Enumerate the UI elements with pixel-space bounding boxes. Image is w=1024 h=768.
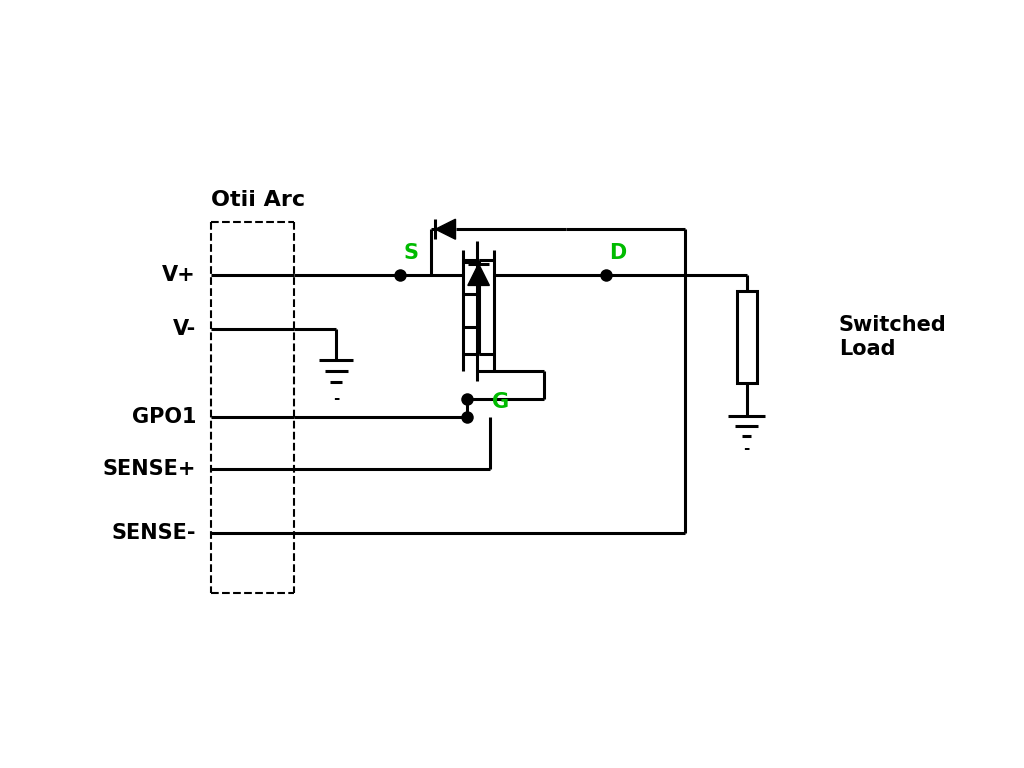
Text: S: S bbox=[403, 243, 419, 263]
Text: D: D bbox=[609, 243, 627, 263]
Text: GPO1: GPO1 bbox=[131, 407, 196, 427]
Text: Otii Arc: Otii Arc bbox=[211, 190, 305, 210]
Bar bbox=[736, 291, 757, 383]
Polygon shape bbox=[435, 219, 456, 239]
Text: V+: V+ bbox=[162, 265, 196, 285]
Text: Switched
Load: Switched Load bbox=[839, 316, 947, 359]
Text: G: G bbox=[492, 392, 509, 412]
Text: SENSE+: SENSE+ bbox=[102, 459, 196, 479]
Text: -: - bbox=[743, 441, 750, 456]
Text: V-: V- bbox=[173, 319, 196, 339]
Polygon shape bbox=[468, 264, 489, 286]
Text: -: - bbox=[333, 391, 339, 406]
Text: SENSE-: SENSE- bbox=[112, 522, 196, 543]
